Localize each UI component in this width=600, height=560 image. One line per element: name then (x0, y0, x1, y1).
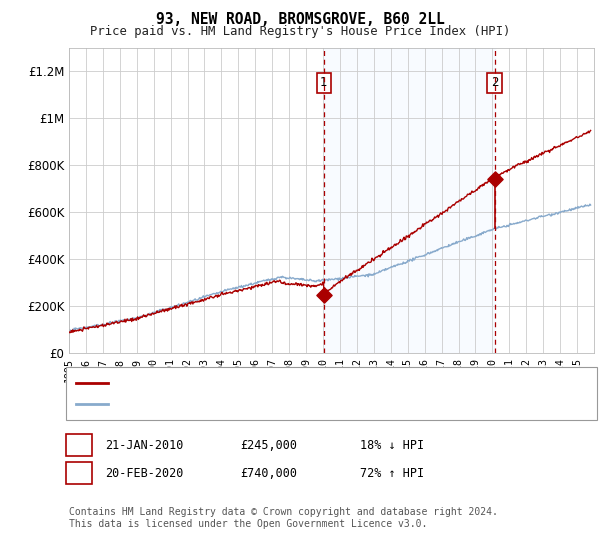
Text: HPI: Average price, detached house, Bromsgrove: HPI: Average price, detached house, Brom… (114, 399, 425, 409)
Point (319, 291, 329, 300)
Text: Contains HM Land Registry data © Crown copyright and database right 2024.
This d: Contains HM Land Registry data © Crown c… (69, 507, 498, 529)
Text: 72% ↑ HPI: 72% ↑ HPI (360, 466, 424, 480)
Text: £740,000: £740,000 (240, 466, 297, 480)
Text: 21-JAN-2010: 21-JAN-2010 (105, 438, 184, 452)
Text: 93, NEW ROAD, BROMSGROVE, B60 2LL (detached house): 93, NEW ROAD, BROMSGROVE, B60 2LL (detac… (114, 378, 452, 388)
Text: Price paid vs. HM Land Registry's House Price Index (HPI): Price paid vs. HM Land Registry's House … (90, 25, 510, 39)
Text: 2: 2 (76, 466, 82, 480)
Text: 20-FEB-2020: 20-FEB-2020 (105, 466, 184, 480)
Text: 93, NEW ROAD, BROMSGROVE, B60 2LL: 93, NEW ROAD, BROMSGROVE, B60 2LL (155, 12, 445, 27)
Bar (324, 48, 494, 353)
Text: 1: 1 (320, 76, 328, 89)
Text: 18% ↓ HPI: 18% ↓ HPI (360, 438, 424, 452)
Text: 1: 1 (76, 438, 82, 452)
Text: 2: 2 (491, 76, 499, 89)
Text: £245,000: £245,000 (240, 438, 297, 452)
Point (490, 175, 499, 184)
